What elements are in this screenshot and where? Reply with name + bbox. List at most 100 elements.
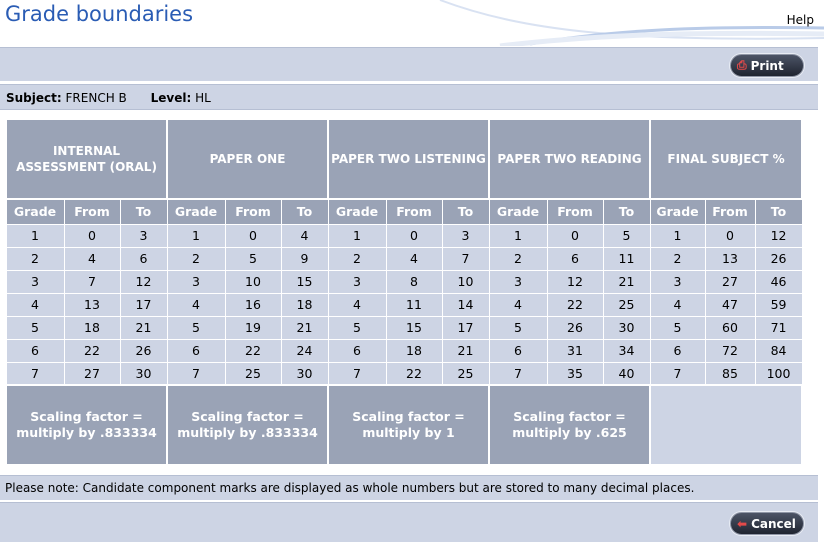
column-header-grade: Grade [649, 198, 706, 225]
cell-from: 4 [63, 246, 121, 271]
cell-from: 13 [63, 292, 121, 317]
cell-grade: 2 [166, 246, 226, 271]
cell-to: 17 [119, 292, 168, 317]
cell-grade: 4 [5, 292, 65, 317]
print-button[interactable]: ⎙ Print [730, 54, 804, 77]
cell-to: 40 [602, 361, 651, 386]
cell-grade: 1 [488, 223, 548, 248]
cell-to: 100 [754, 361, 803, 386]
table-row: 2 4 6 2 5 9 2 4 7 2 6 11 2 13 26 [5, 246, 803, 271]
back-arrow-icon: ⬅ [737, 516, 748, 531]
cell-from: 10 [224, 269, 282, 294]
cancel-button[interactable]: ⬅ Cancel [730, 512, 804, 535]
cell-from: 26 [546, 315, 604, 340]
cell-to: 30 [280, 361, 329, 386]
cell-from: 16 [224, 292, 282, 317]
cell-from: 13 [704, 246, 756, 271]
cell-to: 26 [754, 246, 803, 271]
cell-grade: 4 [327, 292, 387, 317]
cell-grade: 6 [649, 338, 706, 363]
column-header-from: From [385, 198, 443, 225]
cell-from: 27 [63, 361, 121, 386]
cell-to: 14 [441, 292, 490, 317]
group-header-paper-two-listening: PAPER TWO LISTENING [327, 118, 490, 200]
cell-grade: 1 [649, 223, 706, 248]
cell-grade: 7 [488, 361, 548, 386]
print-button-label: Print [750, 58, 784, 73]
table-row: 3 7 12 3 10 15 3 8 10 3 12 21 3 27 46 [5, 269, 803, 294]
cell-grade: 6 [166, 338, 226, 363]
cell-grade: 3 [5, 269, 65, 294]
group-header-internal-assessment: INTERNAL ASSESSMENT (ORAL) [5, 118, 168, 200]
cell-from: 22 [63, 338, 121, 363]
help-link[interactable]: Help [786, 13, 814, 27]
cell-grade: 3 [488, 269, 548, 294]
cell-from: 11 [385, 292, 443, 317]
cell-grade: 3 [649, 269, 706, 294]
cell-to: 6 [119, 246, 168, 271]
group-header-row: INTERNAL ASSESSMENT (ORAL) PAPER ONE PAP… [5, 118, 804, 200]
cell-grade: 5 [488, 315, 548, 340]
cell-to: 21 [280, 315, 329, 340]
column-header-to: To [119, 198, 168, 225]
cell-grade: 3 [166, 269, 226, 294]
column-header-from: From [63, 198, 121, 225]
page-header: Grade boundaries Help [0, 0, 824, 46]
cell-from: 0 [63, 223, 121, 248]
group-header-paper-one: PAPER ONE [166, 118, 329, 200]
page-title: Grade boundaries [5, 2, 194, 26]
cell-to: 25 [441, 361, 490, 386]
header-swoosh-graphic [439, 0, 824, 46]
grade-boundaries-panel: INTERNAL ASSESSMENT (ORAL) PAPER ONE PAP… [0, 111, 818, 472]
subject-value: FRENCH B [65, 91, 127, 105]
cell-to: 21 [119, 315, 168, 340]
cell-grade: 5 [166, 315, 226, 340]
cell-from: 22 [385, 361, 443, 386]
cell-grade: 5 [5, 315, 65, 340]
cell-from: 47 [704, 292, 756, 317]
column-header-to: To [602, 198, 651, 225]
printer-icon: ⎙ [737, 58, 747, 72]
level-label: Level: [150, 91, 192, 105]
cell-to: 46 [754, 269, 803, 294]
cell-from: 31 [546, 338, 604, 363]
column-header-to: To [280, 198, 329, 225]
scaling-row: Scaling factor = multiply by .833334 Sca… [5, 384, 804, 466]
toolbar: ⎙ Print [0, 47, 818, 81]
scaling-factor-paper-two-reading: Scaling factor = multiply by .625 [488, 384, 651, 466]
cell-grade: 4 [649, 292, 706, 317]
cell-to: 15 [280, 269, 329, 294]
cell-from: 27 [704, 269, 756, 294]
cell-to: 26 [119, 338, 168, 363]
cell-grade: 2 [5, 246, 65, 271]
cell-grade: 7 [5, 361, 65, 386]
cell-to: 4 [280, 223, 329, 248]
cell-from: 72 [704, 338, 756, 363]
table-row: 5 18 21 5 19 21 5 15 17 5 26 30 5 60 71 [5, 315, 803, 340]
cell-from: 35 [546, 361, 604, 386]
cell-grade: 7 [649, 361, 706, 386]
cell-from: 6 [546, 246, 604, 271]
column-header-grade: Grade [488, 198, 548, 225]
cell-from: 0 [546, 223, 604, 248]
cell-to: 30 [119, 361, 168, 386]
cell-from: 8 [385, 269, 443, 294]
cell-to: 12 [119, 269, 168, 294]
scaling-factor-final-subject [648, 384, 804, 466]
group-header-paper-two-reading: PAPER TWO READING [488, 118, 651, 200]
scaling-factor-paper-two-listening: Scaling factor = multiply by 1 [327, 384, 490, 466]
cell-from: 25 [224, 361, 282, 386]
column-header-row: Grade From To Grade From To Grade From To Grade Fr… [5, 198, 803, 225]
cell-to: 71 [754, 315, 803, 340]
column-header-from: From [704, 198, 756, 225]
cell-grade: 1 [5, 223, 65, 248]
cell-grade: 1 [327, 223, 387, 248]
subject-bar: Subject: FRENCH B Level: HL [0, 84, 818, 110]
cell-grade: 6 [488, 338, 548, 363]
scaling-factor-paper-one: Scaling factor = multiply by .833334 [166, 384, 329, 466]
cell-to: 3 [119, 223, 168, 248]
cell-from: 18 [385, 338, 443, 363]
grade-boundaries-table: INTERNAL ASSESSMENT (ORAL) PAPER ONE PAP… [5, 118, 804, 466]
cell-from: 22 [224, 338, 282, 363]
cell-grade: 2 [649, 246, 706, 271]
